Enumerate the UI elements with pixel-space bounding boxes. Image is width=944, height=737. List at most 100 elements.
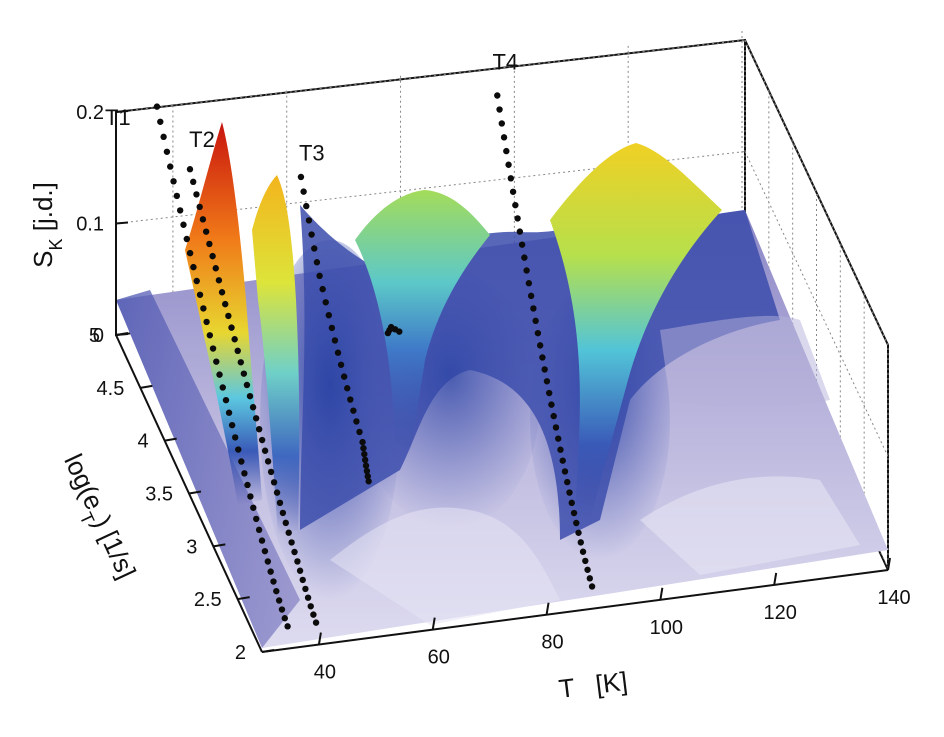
ridge-point [296, 567, 304, 574]
ridge-point [241, 470, 248, 477]
ridge-point [213, 358, 220, 365]
ridge-point [258, 436, 266, 444]
ridge-point [555, 435, 562, 442]
ridge-point [237, 359, 245, 366]
ridge-point [246, 392, 254, 400]
x-tick-mark [545, 602, 550, 615]
ridge-point [206, 332, 214, 339]
wall-grid-line [744, 39, 889, 346]
ridge-point [312, 619, 320, 626]
ridge-point [270, 479, 278, 486]
ridge-point [525, 280, 533, 287]
ridge-point [347, 396, 354, 403]
ridge-point [153, 103, 161, 110]
ridge-point [273, 587, 280, 595]
ridge-point [228, 421, 236, 429]
ridge-point [361, 456, 369, 464]
ridge-point [325, 311, 333, 319]
ridge-point [253, 515, 260, 523]
x-tick-mark [773, 572, 778, 586]
ridge-point [516, 228, 524, 235]
ridge-point [167, 163, 174, 170]
peak-ridges [153, 92, 596, 630]
ridge-T1 [153, 103, 291, 630]
peak-labels: T1 T2 T3 T4 [105, 50, 518, 166]
ridge-point [512, 201, 519, 209]
ridge-point [258, 537, 266, 544]
x-tick-mark [659, 587, 664, 600]
z-tick-label: 0.1 [76, 214, 104, 236]
x-tick-label: 60 [428, 647, 450, 669]
ridge-point [215, 277, 223, 284]
ridge-point [552, 424, 560, 431]
ridge-point [396, 328, 403, 335]
ridge-point [299, 576, 306, 584]
ridge-point [518, 241, 526, 248]
ridge-point [311, 245, 318, 252]
ridge-point [575, 529, 582, 536]
ridge-point [503, 147, 510, 155]
ridge-point [285, 529, 292, 536]
ridge-point [307, 603, 314, 610]
ridge-point [328, 324, 336, 332]
ridge-point [305, 217, 313, 224]
ridge-point [261, 447, 269, 454]
ridge-point [316, 272, 323, 280]
ridge-point [500, 134, 508, 141]
ridge-point [534, 329, 542, 337]
ridge-point [250, 504, 257, 511]
z-tick-label: 0.2 [76, 102, 104, 124]
surface [116, 122, 888, 648]
ridge-point [344, 385, 351, 392]
ridge-minor [384, 323, 403, 337]
ridge-point [252, 415, 260, 422]
ridge-point [255, 425, 263, 433]
surface-peak-t4 [550, 143, 722, 520]
ridge-point [334, 349, 342, 356]
y-tick-mark [140, 384, 153, 389]
x-axis-label: T [K] [557, 666, 629, 704]
ridge-point [222, 300, 229, 308]
y-tick-label: 2 [235, 642, 246, 664]
x-axis-line [261, 569, 889, 653]
front-axes: 40 60 80 100 120 140 2 2.5 3 3.5 4 4.5 50 0.1 0.2 [76, 102, 911, 684]
surface-light-streak [640, 476, 860, 575]
ridge-point [212, 265, 219, 272]
ridge-point [586, 575, 594, 582]
ridge-point [350, 407, 357, 414]
ridge-point [282, 519, 289, 527]
ridge-point [267, 468, 275, 476]
peak-label-t4: T4 [492, 50, 518, 75]
ridge-point [193, 191, 200, 198]
surface-light-streak [660, 315, 830, 408]
ridge-point [193, 277, 200, 285]
ridge-point [541, 366, 548, 373]
y-tick-mark [237, 596, 250, 601]
ridge-point [281, 615, 288, 622]
ridge-point [209, 345, 217, 352]
ridge-point [521, 254, 528, 261]
ridge-point [255, 526, 263, 534]
ridge-point [234, 347, 241, 355]
peak-label-t1: T1 [105, 105, 131, 130]
surface-light-streak [330, 507, 560, 625]
z-tick-mark [115, 110, 129, 113]
ridge-point [235, 446, 242, 453]
ridge-point [579, 548, 587, 555]
ridge-point [275, 597, 283, 604]
ridge-point [496, 106, 503, 113]
ridge-point [196, 291, 204, 298]
ridge-point [300, 188, 307, 195]
ridge-point [206, 240, 213, 248]
ridge-T2 [186, 166, 320, 626]
ridge-point [186, 166, 194, 173]
ridge-point [577, 539, 584, 546]
ridge-point [218, 289, 226, 296]
ridge-point [319, 285, 326, 293]
ridge-point [278, 606, 286, 613]
ridge-point [545, 389, 553, 397]
ridge-point [550, 412, 557, 420]
ridge-point [514, 215, 521, 222]
y-tick-label: 4 [138, 431, 149, 453]
